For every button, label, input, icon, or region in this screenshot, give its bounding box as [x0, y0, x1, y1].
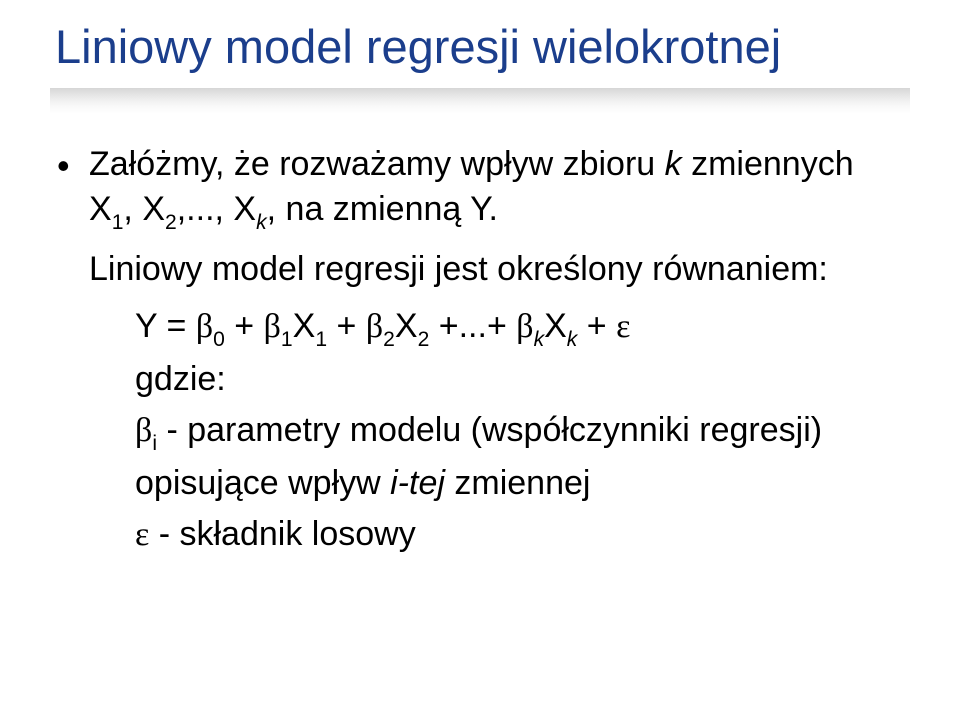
sub-2b: 2	[418, 328, 430, 351]
equation-block: Y = β0 + β1X1 + β2X2 +...+ βkXk + ε gdzi…	[55, 301, 905, 561]
sub-k: k	[256, 211, 267, 234]
beta-symbol: β	[264, 308, 281, 345]
var-k: k	[665, 145, 682, 183]
desc-eps-line: ε - składnik losowy	[135, 509, 905, 560]
slide-title: Liniowy model regresji wielokrotnej	[55, 20, 905, 74]
desc-text: - składnik losowy	[149, 515, 415, 553]
bullet-assumption: Załóżmy, że rozważamy wpływ zbioru k zmi…	[55, 142, 905, 235]
eq-text: X	[544, 307, 567, 345]
slide: Liniowy model regresji wielokrotnej Załó…	[0, 0, 960, 704]
eq-text: X	[395, 307, 418, 345]
line-model-def: Liniowy model regresji jest określony ró…	[55, 244, 905, 295]
sub-1b: 1	[315, 328, 327, 351]
eq-text: Y =	[135, 307, 196, 345]
sub-k: k	[534, 328, 545, 351]
equation-line: Y = β0 + β1X1 + β2X2 +...+ βkXk + ε	[135, 301, 905, 354]
sub-2: 2	[383, 328, 395, 351]
beta-symbol: β	[135, 412, 152, 449]
text-part: , X	[123, 190, 165, 228]
sub-1: 1	[281, 328, 293, 351]
body-list: Załóżmy, że rozważamy wpływ zbioru k zmi…	[55, 142, 905, 235]
where-line: gdzie:	[135, 354, 905, 405]
sub-1: 1	[112, 211, 124, 234]
text-part: Załóżmy, że rozważamy wpływ zbioru	[89, 145, 665, 183]
title-underline	[50, 88, 910, 114]
beta-symbol: β	[196, 308, 213, 345]
beta-symbol: β	[366, 308, 383, 345]
desc-beta-line: βi - parametry modelu (współczynniki reg…	[135, 405, 905, 509]
sub-2: 2	[165, 211, 177, 234]
beta-symbol: β	[516, 308, 533, 345]
epsilon-symbol: ε	[616, 308, 630, 345]
eq-text: +	[225, 307, 264, 345]
epsilon-symbol: ε	[135, 516, 149, 553]
text-part: ,..., X	[177, 190, 256, 228]
text-line: Liniowy model regresji jest określony ró…	[89, 244, 905, 295]
eq-text: +	[327, 307, 366, 345]
eq-text: +...+	[429, 307, 516, 345]
sub-i: i	[152, 432, 157, 455]
sub-kb: k	[567, 328, 578, 351]
eq-text: X	[293, 307, 316, 345]
eq-text: +	[577, 307, 616, 345]
sub-0: 0	[213, 328, 225, 351]
text-part: , na zmienną Y.	[267, 190, 498, 228]
itej: i-tej	[390, 464, 445, 502]
desc-text: zmiennej	[445, 464, 591, 502]
